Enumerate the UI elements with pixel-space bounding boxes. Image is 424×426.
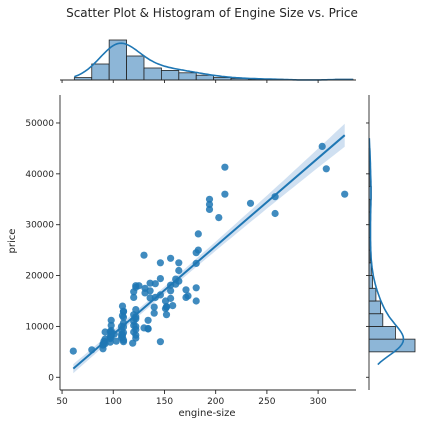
regression-line [73, 135, 344, 368]
scatter-point [152, 280, 159, 287]
right-histogram-panel [366, 95, 415, 390]
scatter-point [145, 325, 152, 332]
top-histogram-bar [161, 70, 178, 80]
scatter-point [169, 302, 176, 309]
scatter-point [175, 259, 182, 266]
top-histogram-bar [127, 56, 144, 80]
scatter-panel: 50 100 150 200 250 300 0 10000 20000 30000 40000 5… [25, 95, 356, 407]
scatter-point [108, 317, 115, 324]
scatter-point [120, 308, 127, 315]
scatter-point [167, 255, 174, 262]
scatter-point [193, 297, 200, 304]
scatter-point [175, 267, 182, 274]
top-histogram-bar [92, 64, 109, 80]
scatter-point [120, 338, 127, 345]
y-tick-label: 10000 [25, 322, 54, 332]
x-tick-label: 250 [258, 397, 275, 407]
x-tick-label: 200 [207, 397, 224, 407]
scatter-point [167, 295, 174, 302]
y-tick-label: 30000 [25, 221, 54, 231]
scatter-point [206, 201, 213, 208]
scatter-point [184, 292, 191, 299]
y-tick-label: 50000 [25, 119, 54, 129]
y-tick-label: 0 [48, 373, 54, 383]
scatter-point [157, 259, 164, 266]
scatter-point [163, 303, 170, 310]
scatter-point [145, 317, 152, 324]
regression-line-layer [73, 135, 344, 368]
y-axis-label: price [7, 229, 18, 254]
scatter-point [182, 286, 189, 293]
scatter-point [132, 323, 139, 330]
right-histogram-bar [369, 314, 383, 327]
scatter-point [195, 230, 202, 237]
y-tick-label: 40000 [25, 170, 54, 180]
x-tick-label: 50 [56, 397, 68, 407]
scatter-point [147, 287, 154, 294]
scatter-point [130, 288, 137, 295]
scatter-point [221, 191, 228, 198]
y-tick-label: 20000 [25, 272, 54, 282]
scatter-point [193, 249, 200, 256]
chart-title: Scatter Plot & Histogram of Engine Size … [66, 6, 358, 20]
right-histogram-bar [369, 326, 395, 339]
scatter-point [215, 214, 222, 221]
scatter-point [151, 310, 158, 317]
scatter-point [272, 210, 279, 217]
scatter-point [319, 143, 326, 150]
scatter-point [157, 275, 164, 282]
scatter-point [341, 191, 348, 198]
right-histogram-bar [369, 276, 372, 289]
scatter-point [193, 284, 200, 291]
scatter-point [221, 164, 228, 171]
x-axis-label: engine-size [178, 408, 235, 419]
x-tick-label: 100 [105, 397, 122, 407]
scatter-point [135, 282, 142, 289]
right-histogram-bar [369, 301, 381, 314]
x-axis: 50 100 150 200 250 300 [56, 390, 356, 407]
top-histogram-bar [179, 73, 196, 80]
scatter-point [140, 252, 147, 259]
scatter-point [247, 200, 254, 207]
right-histogram-bar [369, 288, 376, 301]
scatter-point [70, 348, 77, 355]
x-tick-label: 300 [310, 397, 327, 407]
right-histogram-bar [369, 339, 415, 352]
scatter-point [163, 311, 170, 318]
top-histogram-panel [60, 40, 356, 83]
x-tick-label: 150 [156, 397, 173, 407]
scatter-point [157, 338, 164, 345]
y-axis: 0 10000 20000 30000 40000 50000 [25, 95, 60, 390]
scatter-point [323, 165, 330, 172]
top-histogram-bar [196, 75, 213, 80]
top-histogram-bar [144, 68, 161, 80]
